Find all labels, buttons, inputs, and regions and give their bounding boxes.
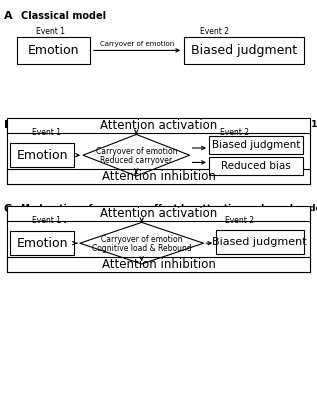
- Text: Attention activation: Attention activation: [100, 119, 217, 132]
- Text: Carryover of emotion: Carryover of emotion: [101, 235, 183, 244]
- Text: Attention inhibition: Attention inhibition: [101, 258, 216, 271]
- Text: Classical model: Classical model: [21, 11, 106, 21]
- Text: Moderation of carryover effect by attention, rebound under cognitive
load (Hypot: Moderation of carryover effect by attent…: [21, 204, 317, 223]
- FancyBboxPatch shape: [7, 213, 310, 272]
- Text: Biased judgment: Biased judgment: [212, 237, 307, 247]
- Text: Event 2: Event 2: [200, 27, 229, 36]
- Text: Attention inhibition: Attention inhibition: [101, 170, 216, 183]
- Text: Reduced bias: Reduced bias: [221, 161, 291, 171]
- FancyBboxPatch shape: [7, 118, 310, 133]
- FancyBboxPatch shape: [7, 257, 310, 272]
- Text: Emotion: Emotion: [16, 149, 68, 162]
- Text: Cognitive load & Rebound: Cognitive load & Rebound: [92, 244, 191, 253]
- FancyBboxPatch shape: [7, 125, 310, 184]
- FancyBboxPatch shape: [184, 37, 304, 64]
- FancyBboxPatch shape: [7, 169, 310, 184]
- Text: Moderation of carryover effect by attention (Hypothesis 1a): Moderation of carryover effect by attent…: [21, 120, 317, 129]
- Text: Carryover of emotion: Carryover of emotion: [100, 41, 174, 47]
- Text: Emotion: Emotion: [28, 44, 80, 57]
- Text: Event 1: Event 1: [36, 27, 65, 36]
- FancyBboxPatch shape: [209, 136, 303, 154]
- Text: Carryover of emotion: Carryover of emotion: [95, 147, 177, 156]
- FancyBboxPatch shape: [10, 143, 74, 167]
- Text: Event 2: Event 2: [220, 128, 249, 137]
- Text: Attention activation: Attention activation: [100, 207, 217, 220]
- Text: Biased judgment: Biased judgment: [212, 140, 300, 150]
- Text: Reduced carryover: Reduced carryover: [100, 156, 172, 165]
- FancyBboxPatch shape: [209, 157, 303, 175]
- Text: B: B: [4, 120, 12, 130]
- FancyBboxPatch shape: [7, 206, 310, 221]
- FancyBboxPatch shape: [17, 37, 90, 64]
- Text: Emotion: Emotion: [16, 237, 68, 250]
- Text: A: A: [4, 11, 12, 21]
- Text: Biased judgment: Biased judgment: [191, 44, 297, 57]
- Text: Event 1: Event 1: [32, 128, 61, 137]
- Text: C: C: [4, 204, 12, 214]
- Text: Event 2: Event 2: [225, 216, 254, 225]
- FancyBboxPatch shape: [10, 231, 74, 255]
- Text: Event 1: Event 1: [32, 216, 61, 225]
- FancyBboxPatch shape: [216, 230, 304, 254]
